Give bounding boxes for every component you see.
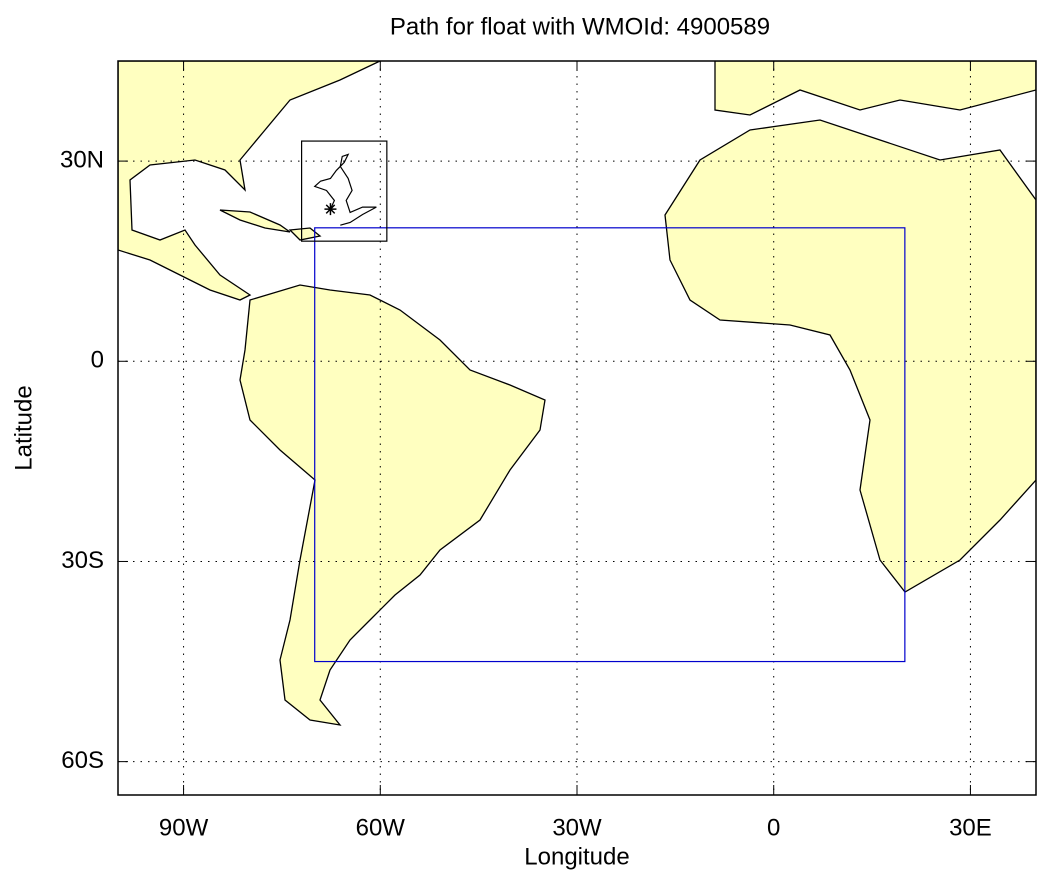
y-tick-label: 30S <box>61 547 104 574</box>
x-tick-label: 0 <box>767 814 780 841</box>
track-start-marker <box>324 203 337 216</box>
float-track <box>313 153 377 226</box>
south-america <box>239 284 546 726</box>
north-america <box>118 61 381 301</box>
cuba <box>219 209 291 233</box>
y-tick-label: 0 <box>91 347 104 374</box>
land <box>118 61 1036 726</box>
europe <box>714 61 1036 116</box>
chart-title: Path for float with WMOId: 4900589 <box>390 13 770 40</box>
africa <box>664 119 1036 593</box>
y-tick-label: 30N <box>60 146 104 173</box>
x-axis-label: Longitude <box>524 843 629 870</box>
y-axis-label: Latitude <box>10 385 37 470</box>
x-tick-label: 30W <box>552 814 602 841</box>
hispaniola <box>288 227 322 241</box>
y-tick-label: 60S <box>61 747 104 774</box>
region-box <box>301 140 388 242</box>
region-box <box>314 227 906 663</box>
x-tick-label: 30E <box>949 814 992 841</box>
x-tick-label: 90W <box>159 814 209 841</box>
x-tick-label: 60W <box>356 814 406 841</box>
plot-frame <box>117 60 1037 796</box>
